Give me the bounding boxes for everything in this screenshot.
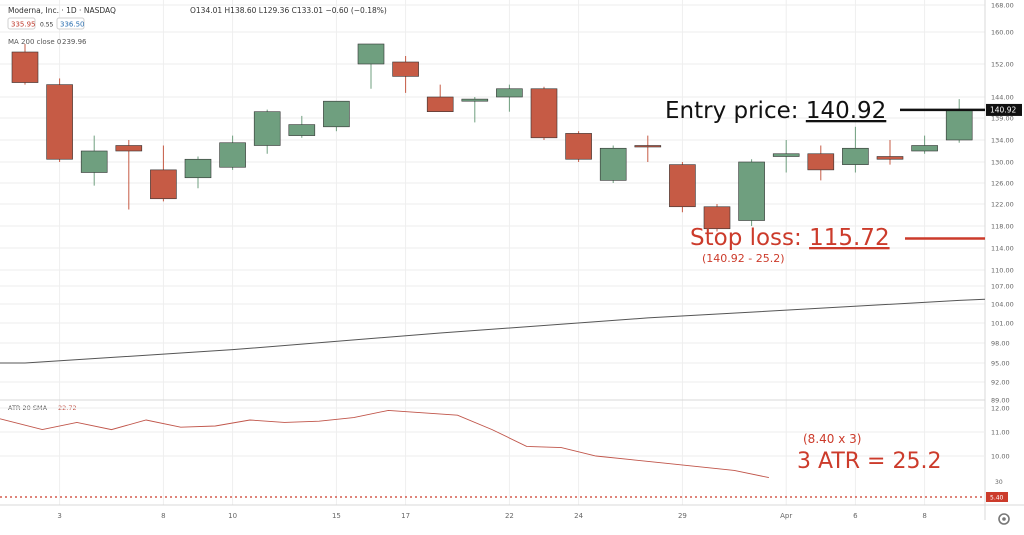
- price-tick-label: 95.00: [991, 360, 1010, 368]
- price-tick-label: 160.00: [991, 29, 1014, 37]
- stop-loss-label: Stop loss: 115.72: [690, 225, 890, 251]
- candle-down: [807, 153, 835, 171]
- ma-200-path: [0, 298, 986, 364]
- ma-200-line: [0, 298, 986, 364]
- candle-up: [461, 98, 489, 102]
- price-axis[interactable]: 168.00 160.00 152.00 144.00 139.00 134.00 130.…: [984, 0, 1024, 535]
- candle-up: [80, 150, 108, 173]
- atr-annotation: (8.40 x 3) 3 ATR = 25.2: [797, 432, 941, 474]
- price-tick-label: 134.00: [991, 137, 1014, 145]
- stop-annotation: Stop loss: 115.72 (140.92 - 25.2): [690, 225, 985, 265]
- candle-down: [115, 145, 143, 152]
- atr-tick-label: 30: [995, 479, 1003, 486]
- ma-legend-value: 239.96: [62, 38, 87, 46]
- candle-up: [357, 43, 385, 65]
- bid-price: 335.95: [11, 21, 36, 29]
- entry-price-tag-text: 140.92: [990, 106, 1016, 115]
- time-tick-label: 29: [678, 512, 687, 520]
- candle-up: [772, 153, 800, 157]
- candle-up: [219, 142, 246, 168]
- gear-icon[interactable]: [998, 513, 1010, 525]
- time-tick-label: 3: [57, 512, 61, 520]
- candle-down: [634, 145, 662, 148]
- time-tick-label: 6: [853, 512, 858, 520]
- candle-down: [150, 169, 177, 200]
- price-tick-label: 89.00: [991, 397, 1010, 405]
- time-tick-label: 22: [505, 512, 514, 520]
- ask-price: 336.50: [60, 21, 85, 29]
- time-tick-label: 24: [574, 512, 583, 520]
- time-tick-label: 8: [922, 512, 926, 520]
- price-tick-label: 118.00: [991, 223, 1014, 231]
- price-tick-label: 107.00: [991, 283, 1014, 291]
- candlestick-series[interactable]: [11, 43, 973, 232]
- price-tick-label: 139.00: [991, 115, 1014, 123]
- price-tick-label: 114.00: [991, 245, 1014, 253]
- price-tick-label: 144.00: [991, 94, 1014, 102]
- candle-up: [911, 145, 938, 152]
- entry-price-label: Entry price: 140.92: [665, 98, 886, 124]
- candle-down: [669, 164, 696, 208]
- candle-down: [11, 51, 39, 83]
- atr-value-tag: [986, 492, 1008, 502]
- price-tick-label: 101.00: [991, 320, 1014, 328]
- time-axis[interactable]: 3 8 10 15 17 22 24 29 Apr 6 8: [0, 504, 1024, 520]
- bid-box[interactable]: [7, 17, 36, 30]
- candle-up: [842, 147, 869, 165]
- price-tick-label: 104.00: [991, 301, 1014, 309]
- atr-stop-distance: 3 ATR = 25.2: [797, 449, 941, 474]
- atr-multiplier-calc: (8.40 x 3): [803, 432, 861, 446]
- candle-down: [46, 84, 73, 160]
- candle-down: [530, 88, 558, 139]
- ma-legend-label[interactable]: MA 200 close 0: [8, 38, 61, 46]
- spread-value: 0.55: [40, 22, 54, 29]
- candle-down: [703, 206, 731, 230]
- time-tick-label: 10: [228, 512, 237, 520]
- candle-down: [565, 133, 592, 160]
- atr-value-tag-text: 5.40: [990, 495, 1004, 502]
- atr-tick-label: 11.00: [991, 429, 1010, 437]
- price-tick-label: 92.00: [991, 379, 1010, 387]
- stop-loss-calculation: (140.92 - 25.2): [702, 252, 785, 265]
- candle-up: [496, 88, 523, 98]
- candle-down: [876, 156, 904, 160]
- time-tick-label: Apr: [780, 512, 792, 520]
- price-tick-label: 126.00: [991, 180, 1014, 188]
- time-tick-label: 17: [401, 512, 410, 520]
- ohlc-values: O134.01 H138.60 L129.36 C133.01 −0.60 (−…: [190, 6, 387, 15]
- candle-down: [392, 61, 419, 77]
- candle-up: [323, 100, 350, 128]
- candle-up: [184, 158, 212, 179]
- candle-up: [253, 111, 281, 146]
- entry-annotation: Entry price: 140.92 140.92: [665, 98, 1022, 124]
- entry-price-tag: [986, 103, 1022, 116]
- atr-tick-label: 10.00: [991, 453, 1010, 461]
- price-tick-label: 98.00: [991, 340, 1010, 348]
- price-tick-label: 122.00: [991, 201, 1014, 209]
- candle-down: [426, 96, 454, 112]
- time-tick-label: 8: [161, 512, 165, 520]
- candle-up: [288, 124, 316, 136]
- grid-lines: [0, 0, 985, 505]
- ask-box[interactable]: [56, 17, 85, 30]
- candle-up: [599, 147, 627, 181]
- time-tick-label: 15: [332, 512, 341, 520]
- symbol-name[interactable]: Moderna, Inc. · 1D · NASDAQ: [8, 6, 116, 15]
- price-tick-label: 130.00: [991, 159, 1014, 167]
- price-tick-label: 152.00: [991, 61, 1014, 69]
- atr-tick-label: 12.00: [991, 405, 1010, 413]
- price-tick-label: 110.00: [991, 267, 1014, 275]
- candle-up: [738, 161, 765, 221]
- price-tick-label: 168.00: [991, 2, 1014, 10]
- symbol-legend[interactable]: Moderna, Inc. · 1D · NASDAQ O134.01 H138…: [7, 6, 387, 46]
- candle-up: [945, 109, 973, 141]
- atr-line: [0, 409, 769, 479]
